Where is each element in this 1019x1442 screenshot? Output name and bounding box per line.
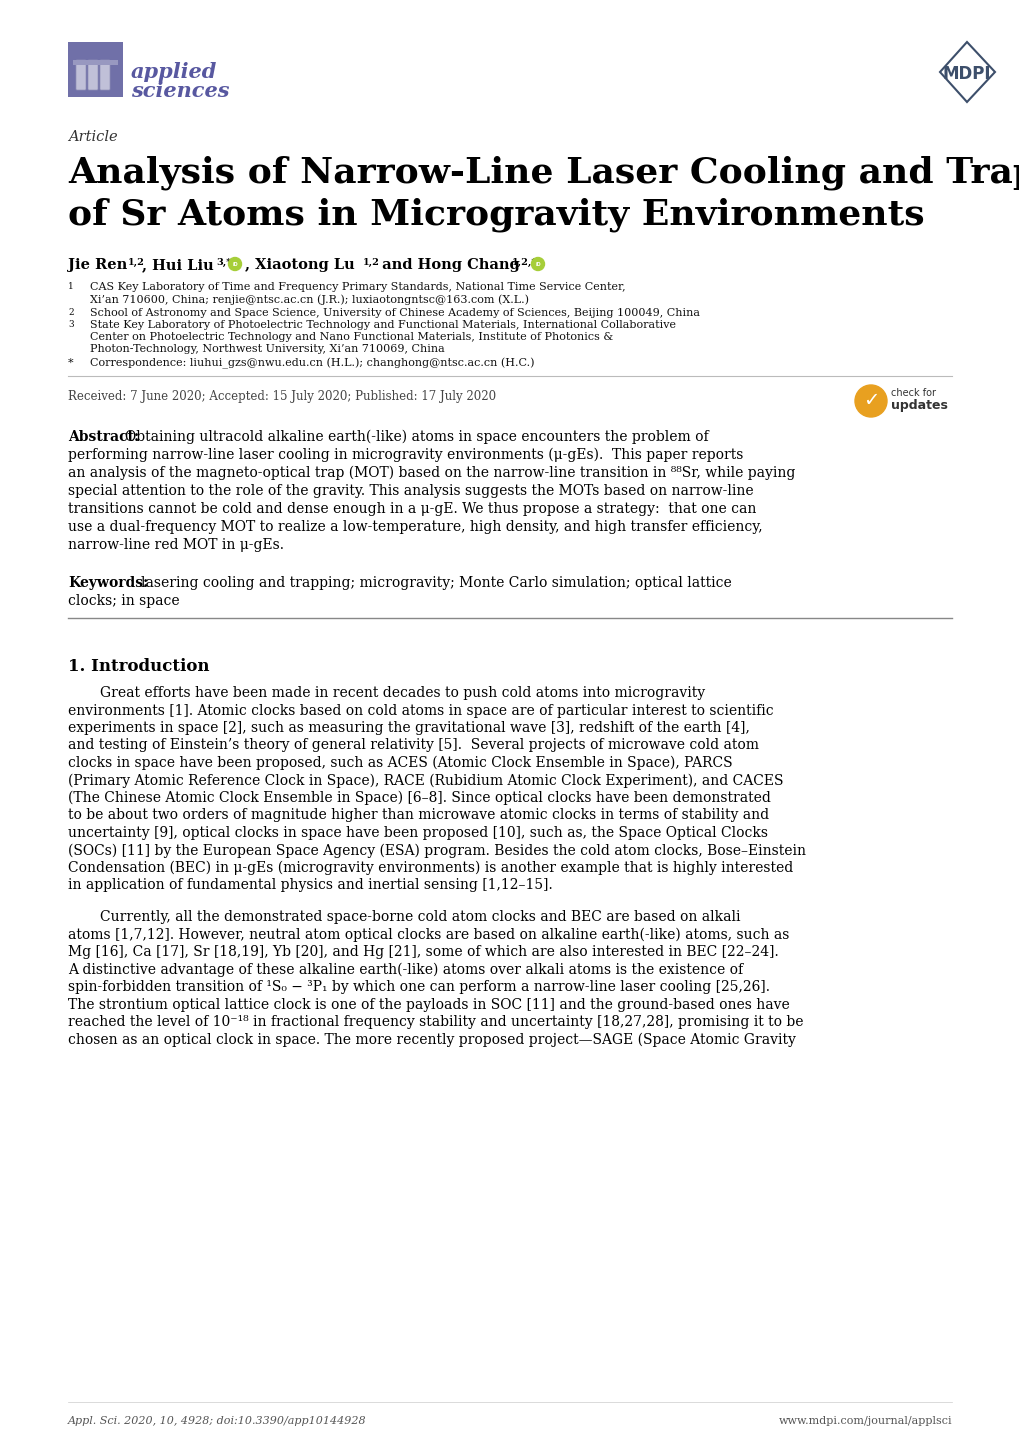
Text: Obtaining ultracold alkaline earth(-like) atoms in space encounters the problem : Obtaining ultracold alkaline earth(-like… <box>125 430 708 444</box>
Text: performing narrow-line laser cooling in microgravity environments (μ-gEs).  This: performing narrow-line laser cooling in … <box>68 448 743 463</box>
Text: clocks; in space: clocks; in space <box>68 594 179 609</box>
Text: updates: updates <box>891 399 947 412</box>
Text: environments [1]. Atomic clocks based on cold atoms in space are of particular i: environments [1]. Atomic clocks based on… <box>68 704 772 718</box>
Text: in application of fundamental physics and inertial sensing [1,12–15].: in application of fundamental physics an… <box>68 878 552 893</box>
Text: School of Astronomy and Space Science, University of Chinese Academy of Sciences: School of Astronomy and Space Science, U… <box>90 309 699 319</box>
Text: Appl. Sci. 2020, 10, 4928; doi:10.3390/app10144928: Appl. Sci. 2020, 10, 4928; doi:10.3390/a… <box>68 1416 366 1426</box>
Text: Mg [16], Ca [17], Sr [18,19], Yb [20], and Hg [21], some of which are also inter: Mg [16], Ca [17], Sr [18,19], Yb [20], a… <box>68 945 777 959</box>
Text: chosen as an optical clock in space. The more recently proposed project—SAGE (Sp: chosen as an optical clock in space. The… <box>68 1032 795 1047</box>
Text: check for: check for <box>891 388 935 398</box>
Text: (SOCs) [11] by the European Space Agency (ESA) program. Besides the cold atom cl: (SOCs) [11] by the European Space Agency… <box>68 844 805 858</box>
Text: 3,*: 3,* <box>216 258 231 267</box>
Text: clocks in space have been proposed, such as ACES (Atomic Clock Ensemble in Space: clocks in space have been proposed, such… <box>68 756 732 770</box>
Text: (Primary Atomic Reference Clock in Space), RACE (Rubidium Atomic Clock Experimen: (Primary Atomic Reference Clock in Space… <box>68 773 783 787</box>
Text: 1,2: 1,2 <box>363 258 379 267</box>
Text: Great efforts have been made in recent decades to push cold atoms into micrograv: Great efforts have been made in recent d… <box>100 686 704 699</box>
Text: *: * <box>68 358 73 368</box>
Text: spin-forbidden transition of ¹S₀ − ³P₁ by which one can perform a narrow-line la: spin-forbidden transition of ¹S₀ − ³P₁ b… <box>68 981 769 994</box>
Text: ✓: ✓ <box>862 391 878 411</box>
Text: www.mdpi.com/journal/applsci: www.mdpi.com/journal/applsci <box>777 1416 951 1426</box>
Text: uncertainty [9], optical clocks in space have been proposed [10], such as, the S: uncertainty [9], optical clocks in space… <box>68 826 767 841</box>
Text: lasering cooling and trapping; microgravity; Monte Carlo simulation; optical lat: lasering cooling and trapping; micrograv… <box>141 575 731 590</box>
Text: Jie Ren: Jie Ren <box>68 258 127 273</box>
Text: , Xiaotong Lu: , Xiaotong Lu <box>245 258 355 273</box>
Text: Xi’an 710600, China; renjie@ntsc.ac.cn (J.R.); luxiaotongntsc@163.com (X.L.): Xi’an 710600, China; renjie@ntsc.ac.cn (… <box>90 294 529 304</box>
Text: Correspondence: liuhui_gzs@nwu.edu.cn (H.L.); changhong@ntsc.ac.cn (H.C.): Correspondence: liuhui_gzs@nwu.edu.cn (H… <box>90 358 534 369</box>
Circle shape <box>531 258 544 271</box>
Text: State Key Laboratory of Photoelectric Technology and Functional Materials, Inter: State Key Laboratory of Photoelectric Te… <box>90 320 676 330</box>
Text: iD: iD <box>232 261 237 267</box>
Text: 1,2,*: 1,2,* <box>512 258 537 267</box>
Text: 3: 3 <box>68 320 73 329</box>
Text: Received: 7 June 2020; Accepted: 15 July 2020; Published: 17 July 2020: Received: 7 June 2020; Accepted: 15 July… <box>68 389 495 402</box>
Text: and Hong Chang: and Hong Chang <box>377 258 520 273</box>
Text: A distinctive advantage of these alkaline earth(-like) atoms over alkali atoms i: A distinctive advantage of these alkalin… <box>68 962 743 976</box>
Text: , Hui Liu: , Hui Liu <box>142 258 214 273</box>
Text: (The Chinese Atomic Clock Ensemble in Space) [6–8]. Since optical clocks have be: (The Chinese Atomic Clock Ensemble in Sp… <box>68 792 770 806</box>
Text: 1: 1 <box>68 283 73 291</box>
Text: Analysis of Narrow-Line Laser Cooling and Trapping: Analysis of Narrow-Line Laser Cooling an… <box>68 154 1019 189</box>
Text: Currently, all the demonstrated space-borne cold atom clocks and BEC are based o: Currently, all the demonstrated space-bo… <box>100 910 740 924</box>
FancyBboxPatch shape <box>76 61 86 89</box>
Text: Abstract:: Abstract: <box>68 430 139 444</box>
Text: Condensation (BEC) in μ-gEs (microgravity environments) is another example that : Condensation (BEC) in μ-gEs (microgravit… <box>68 861 793 875</box>
Text: 1,2: 1,2 <box>127 258 145 267</box>
Text: Photon-Technology, Northwest University, Xi’an 710069, China: Photon-Technology, Northwest University,… <box>90 345 444 353</box>
Text: experiments in space [2], such as measuring the gravitational wave [3], redshift: experiments in space [2], such as measur… <box>68 721 749 735</box>
Text: special attention to the role of the gravity. This analysis suggests the MOTs ba: special attention to the role of the gra… <box>68 485 753 497</box>
Text: MDPI: MDPI <box>942 65 990 84</box>
Text: sciences: sciences <box>130 81 229 101</box>
Text: to be about two orders of magnitude higher than microwave atomic clocks in terms: to be about two orders of magnitude high… <box>68 809 768 822</box>
Text: and testing of Einstein’s theory of general relativity [5].  Several projects of: and testing of Einstein’s theory of gene… <box>68 738 758 753</box>
FancyBboxPatch shape <box>73 61 118 65</box>
Text: atoms [1,7,12]. However, neutral atom optical clocks are based on alkaline earth: atoms [1,7,12]. However, neutral atom op… <box>68 927 789 942</box>
Text: The strontium optical lattice clock is one of the payloads in SOC [11] and the g: The strontium optical lattice clock is o… <box>68 998 789 1011</box>
Text: Center on Photoelectric Technology and Nano Functional Materials, Institute of P: Center on Photoelectric Technology and N… <box>90 332 612 342</box>
Text: narrow-line red MOT in μ-gEs.: narrow-line red MOT in μ-gEs. <box>68 538 283 552</box>
FancyBboxPatch shape <box>68 42 123 97</box>
Text: an analysis of the magneto-optical trap (MOT) based on the narrow-line transitio: an analysis of the magneto-optical trap … <box>68 466 795 480</box>
Text: CAS Key Laboratory of Time and Frequency Primary Standards, National Time Servic: CAS Key Laboratory of Time and Frequency… <box>90 283 625 291</box>
Text: Article: Article <box>68 130 117 144</box>
Text: of Sr Atoms in Microgravity Environments: of Sr Atoms in Microgravity Environments <box>68 198 923 232</box>
Text: 1. Introduction: 1. Introduction <box>68 658 209 675</box>
FancyBboxPatch shape <box>88 61 98 89</box>
FancyBboxPatch shape <box>100 61 110 89</box>
Text: iD: iD <box>535 261 540 267</box>
Text: use a dual-frequency MOT to realize a low-temperature, high density, and high tr: use a dual-frequency MOT to realize a lo… <box>68 521 762 534</box>
Text: reached the level of 10⁻¹⁸ in fractional frequency stability and uncertainty [18: reached the level of 10⁻¹⁸ in fractional… <box>68 1015 803 1030</box>
Circle shape <box>228 258 242 271</box>
Text: applied: applied <box>130 62 217 82</box>
Circle shape <box>854 385 887 417</box>
Text: transitions cannot be cold and dense enough in a μ-gE. We thus propose a strateg: transitions cannot be cold and dense eno… <box>68 502 756 516</box>
Text: 2: 2 <box>68 309 73 317</box>
Text: Keywords:: Keywords: <box>68 575 148 590</box>
